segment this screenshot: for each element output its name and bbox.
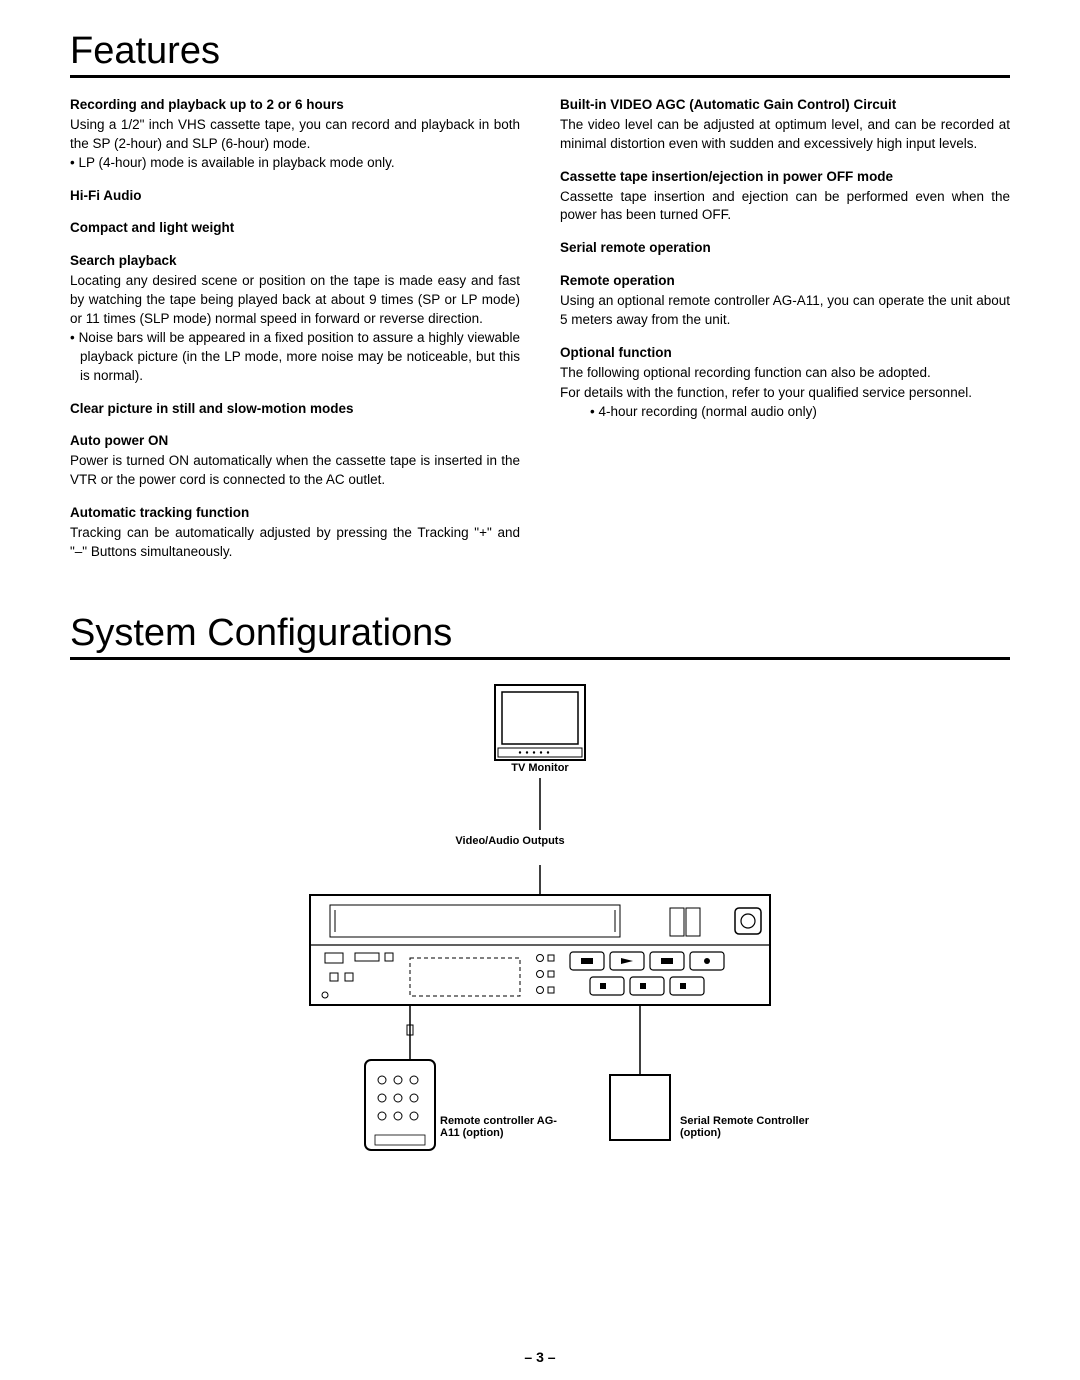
feature-heading: Serial remote operation	[560, 239, 1010, 258]
feature-body: Power is turned ON automatically when th…	[70, 452, 520, 490]
feature-body: The following optional recording functio…	[560, 364, 1010, 383]
right-column: Built-in VIDEO AGC (Automatic Gain Contr…	[560, 96, 1010, 562]
features-heading: Features	[70, 30, 1010, 78]
remote-ag-a11-icon	[365, 1060, 435, 1150]
feature-heading: Clear picture in still and slow-motion m…	[70, 400, 520, 419]
serial-remote-icon	[610, 1075, 670, 1140]
feature-note: 4-hour recording (normal audio only)	[560, 403, 1010, 422]
tv-monitor-label: TV Monitor	[495, 762, 585, 774]
feature-note: Noise bars will be appeared in a fixed p…	[70, 329, 520, 386]
page-number: – 3 –	[0, 1349, 1080, 1365]
feature-heading: Hi-Fi Audio	[70, 187, 520, 206]
serial-remote-label: Serial Remote Controller (option)	[680, 1115, 810, 1139]
feature-heading: Auto power ON	[70, 432, 520, 451]
feature-heading: Optional function	[560, 344, 1010, 363]
va-outputs-label: Video/Audio Outputs	[450, 835, 570, 847]
feature-body: For details with the function, refer to …	[560, 384, 1010, 403]
feature-body: Tracking can be automatically adjusted b…	[70, 524, 520, 562]
diagram-svg	[240, 680, 840, 1180]
system-diagram: TV Monitor Video/Audio Outputs Remote co…	[240, 680, 840, 1180]
vcr-icon	[310, 895, 770, 1005]
feature-heading: Recording and playback up to 2 or 6 hour…	[70, 96, 520, 115]
feature-heading: Search playback	[70, 252, 520, 271]
features-columns: Recording and playback up to 2 or 6 hour…	[70, 96, 1010, 562]
feature-heading: Built-in VIDEO AGC (Automatic Gain Contr…	[560, 96, 1010, 115]
feature-body: Locating any desired scene or position o…	[70, 272, 520, 329]
feature-heading: Remote operation	[560, 272, 1010, 291]
sysconfig-heading: System Configurations	[70, 612, 1010, 660]
feature-body: Using an optional remote controller AG-A…	[560, 292, 1010, 330]
feature-heading: Compact and light weight	[70, 219, 520, 238]
feature-body: Cassette tape insertion and ejection can…	[560, 188, 1010, 226]
tv-monitor-icon	[495, 685, 585, 760]
feature-note: LP (4-hour) mode is available in playbac…	[70, 154, 520, 173]
feature-heading: Automatic tracking function	[70, 504, 520, 523]
feature-heading: Cassette tape insertion/ejection in powe…	[560, 168, 1010, 187]
feature-body: Using a 1/2" inch VHS cassette tape, you…	[70, 116, 520, 154]
left-column: Recording and playback up to 2 or 6 hour…	[70, 96, 520, 562]
feature-body: The video level can be adjusted at optim…	[560, 116, 1010, 154]
remote-ctrl-label: Remote controller AG-A11 (option)	[440, 1115, 570, 1139]
